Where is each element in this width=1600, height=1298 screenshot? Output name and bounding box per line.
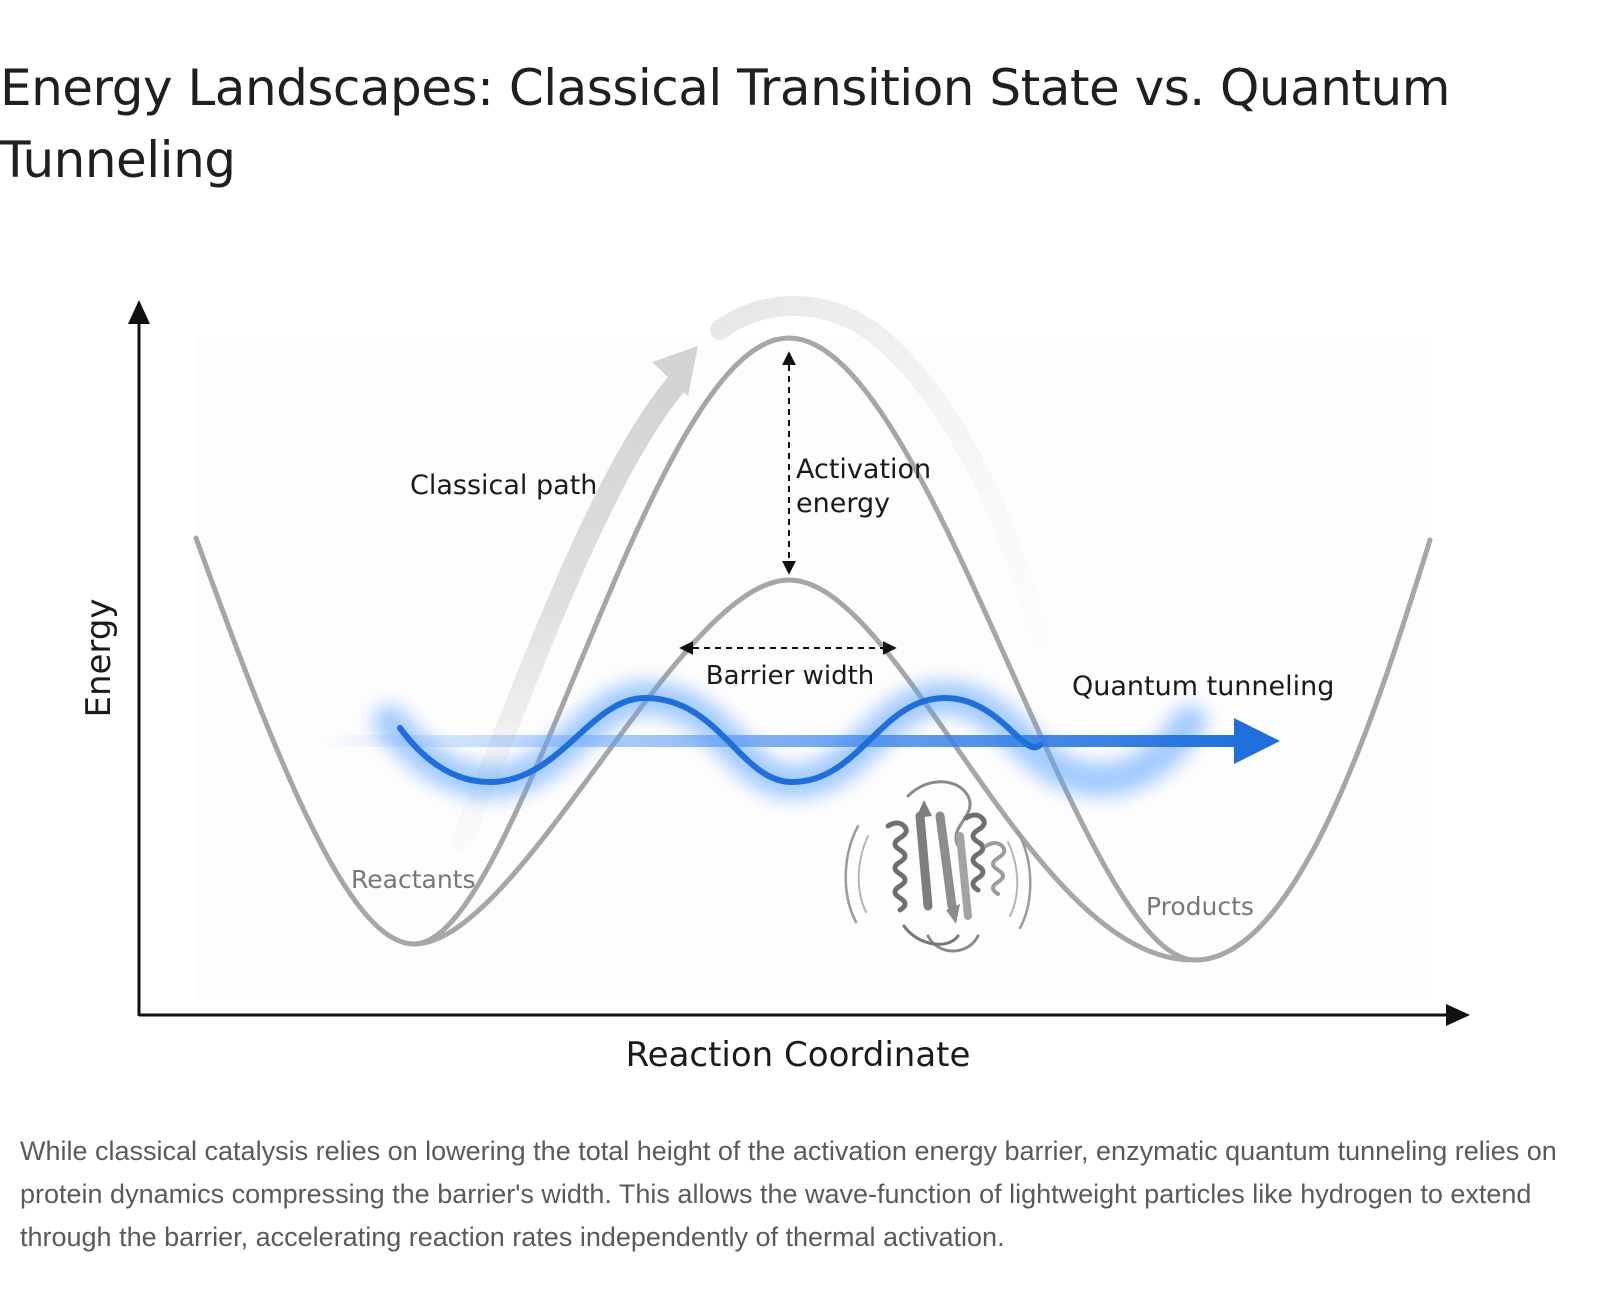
figure-caption: While classical catalysis relies on lowe… bbox=[20, 1136, 1557, 1252]
plot-panel bbox=[196, 336, 1432, 1000]
x-axis-label: Reaction Coordinate bbox=[626, 1035, 971, 1075]
quantum-tunneling-wave bbox=[318, 680, 1280, 800]
y-axis-label: Energy bbox=[79, 598, 119, 717]
products-label: Products bbox=[1146, 892, 1254, 921]
y-axis-arrow bbox=[128, 300, 150, 324]
classical-path-label: Classical path bbox=[410, 470, 597, 501]
quantum-tunneling-label: Quantum tunneling bbox=[1072, 671, 1334, 702]
barrier-width-label: Barrier width bbox=[706, 661, 875, 691]
axes bbox=[128, 300, 1470, 1026]
page-title: Energy Landscapes: Classical Transition … bbox=[0, 59, 1450, 189]
tunneling-arrowhead bbox=[1234, 718, 1280, 764]
classical-barrier-curve bbox=[193, 335, 1433, 963]
diagram-svg: Energy Reaction Coordinate Classical pat… bbox=[79, 296, 1470, 1075]
activation-energy-label-line2: energy bbox=[796, 488, 890, 519]
reactants-label: Reactants bbox=[351, 865, 476, 894]
protein-ribbon-icon bbox=[844, 780, 1032, 953]
lowered-barrier-curve bbox=[411, 577, 1193, 963]
x-axis-arrow bbox=[1446, 1004, 1470, 1026]
energy-landscape-diagram: Energy Reaction Coordinate Classical pat… bbox=[0, 280, 1600, 1100]
activation-energy-label-line1: Activation bbox=[796, 454, 931, 485]
